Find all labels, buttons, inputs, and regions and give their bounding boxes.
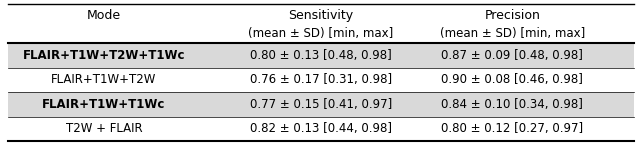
Text: 0.76 ± 0.17 [0.31, 0.98]: 0.76 ± 0.17 [0.31, 0.98] [250,73,392,86]
Text: Mode: Mode [87,9,121,22]
Text: T2W + FLAIR: T2W + FLAIR [66,122,142,135]
Text: (mean ± SD) [min, max]: (mean ± SD) [min, max] [248,27,394,40]
Text: Sensitivity: Sensitivity [289,9,353,22]
Text: Precision: Precision [484,9,540,22]
Text: 0.90 ± 0.08 [0.46, 0.98]: 0.90 ± 0.08 [0.46, 0.98] [442,73,583,86]
Bar [8,92,634,117]
Text: FLAIR+T1W+T1Wc: FLAIR+T1W+T1Wc [42,98,166,111]
Text: 0.84 ± 0.10 [0.34, 0.98]: 0.84 ± 0.10 [0.34, 0.98] [442,98,583,111]
Text: 0.77 ± 0.15 [0.41, 0.97]: 0.77 ± 0.15 [0.41, 0.97] [250,98,392,111]
Bar [8,43,634,68]
Text: 0.80 ± 0.12 [0.27, 0.97]: 0.80 ± 0.12 [0.27, 0.97] [442,122,584,135]
Text: 0.87 ± 0.09 [0.48, 0.98]: 0.87 ± 0.09 [0.48, 0.98] [442,49,583,62]
Text: FLAIR+T1W+T2W: FLAIR+T1W+T2W [51,73,157,86]
Text: 0.80 ± 0.13 [0.48, 0.98]: 0.80 ± 0.13 [0.48, 0.98] [250,49,392,62]
Text: FLAIR+T1W+T2W+T1Wc: FLAIR+T1W+T2W+T1Wc [23,49,185,62]
Text: (mean ± SD) [min, max]: (mean ± SD) [min, max] [440,27,585,40]
Text: 0.82 ± 0.13 [0.44, 0.98]: 0.82 ± 0.13 [0.44, 0.98] [250,122,392,135]
